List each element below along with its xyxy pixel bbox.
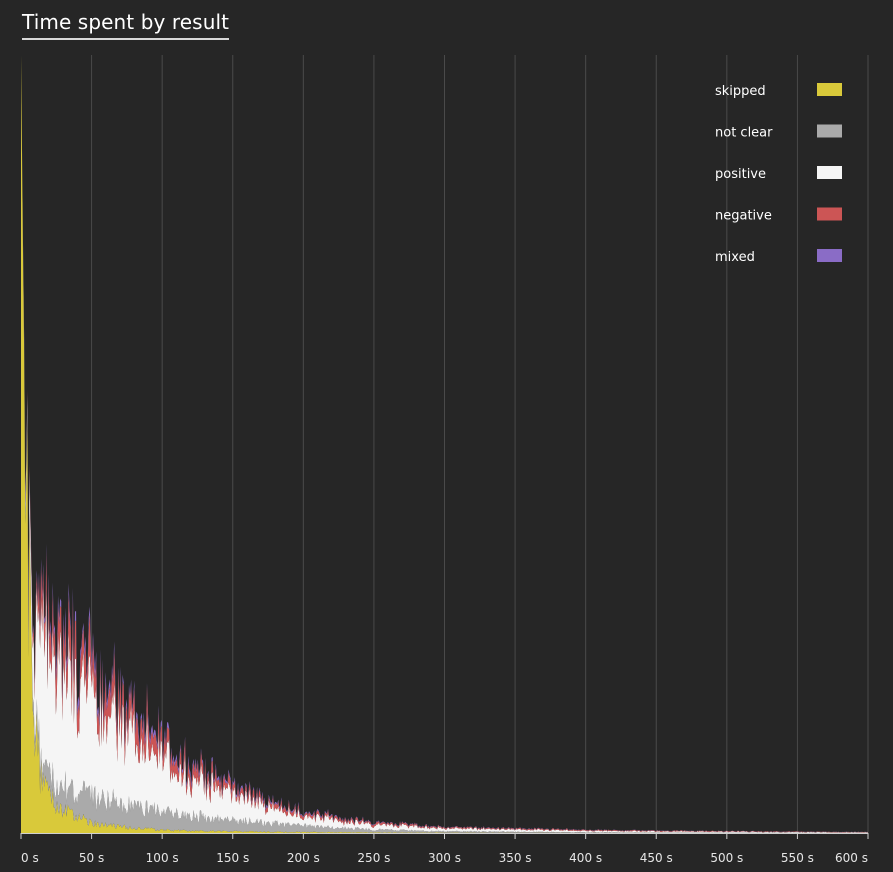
legend-swatch	[817, 124, 842, 138]
x-tick-label: 550 s	[781, 851, 814, 865]
x-tick-label: 400 s	[569, 851, 602, 865]
legend-label: not clear	[715, 126, 773, 141]
x-tick-label: 150 s	[216, 851, 249, 865]
x-tick-label: 0 s	[21, 851, 39, 865]
x-tick-label: 500 s	[710, 851, 743, 865]
chart-title: Time spent by result	[22, 10, 230, 40]
legend-label: skipped	[715, 84, 766, 99]
x-tick-label: 100 s	[146, 851, 179, 865]
x-tick-label: 50 s	[79, 851, 104, 865]
legend-swatch	[817, 166, 842, 179]
legend-label: mixed	[715, 250, 755, 265]
x-tick-label: 450 s	[640, 851, 673, 865]
legend-label: positive	[715, 167, 766, 182]
x-tick-label: 600 s	[835, 851, 868, 865]
legend-swatch	[817, 207, 842, 221]
legend-label: negative	[715, 209, 772, 224]
legend: skipped not clear positive negative mixed	[715, 83, 842, 265]
series-areas	[21, 55, 868, 833]
legend-swatch	[817, 249, 842, 262]
x-tick-label: 300 s	[428, 851, 461, 865]
area-positive	[21, 55, 868, 833]
x-tick-label: 350 s	[499, 851, 532, 865]
x-axis: 0 s 50 s 100 s 150 s 200 s 250 s 300 s 350 s 400…	[20, 833, 869, 865]
grid	[91, 55, 869, 833]
x-tick-label: 200 s	[287, 851, 320, 865]
x-tick-label: 250 s	[357, 851, 390, 865]
legend-swatch	[817, 83, 842, 96]
